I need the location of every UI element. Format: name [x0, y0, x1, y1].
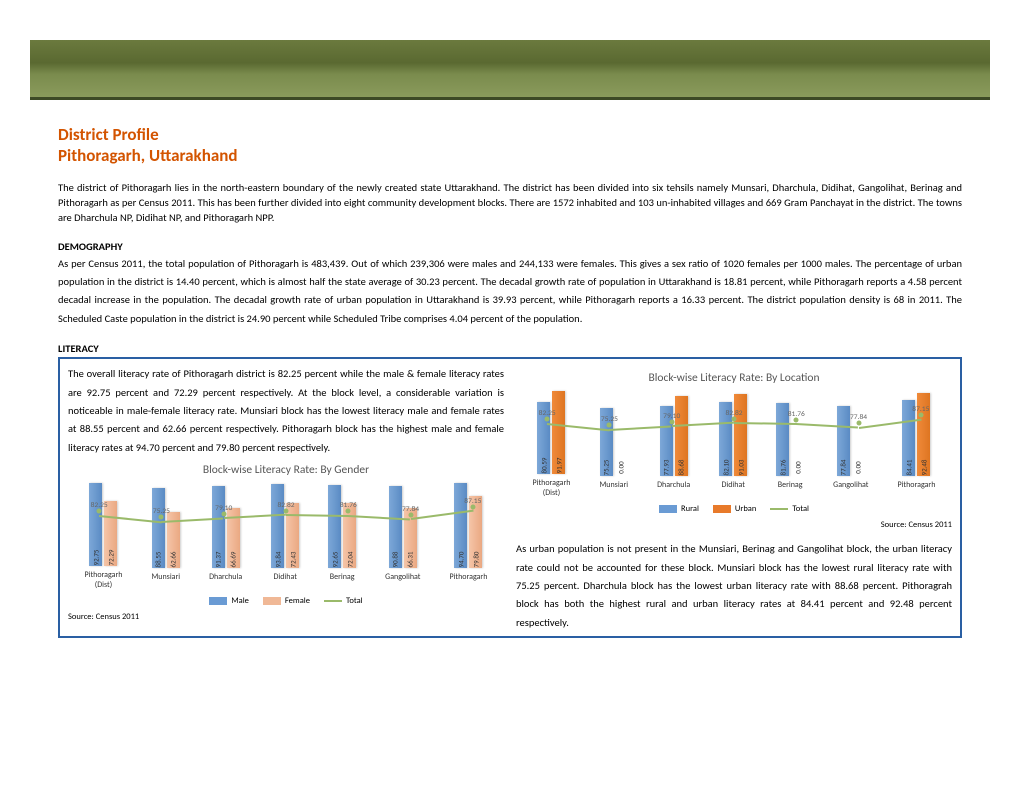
demography-heading: DEMOGRAPHY: [58, 240, 962, 253]
location-chart: Block-wise Literacy Rate: By Location 80…: [516, 371, 952, 530]
literacy-p2: As urban population is not present in th…: [516, 540, 952, 632]
location-legend: Rural Urban Total: [516, 504, 952, 514]
literacy-p1: The overall literacy rate of Pithoragarh…: [68, 365, 504, 457]
source-right: Source: Census 2011: [516, 520, 952, 530]
source-left: Source: Census 2011: [68, 612, 504, 622]
gender-legend: Male Female Total: [68, 596, 504, 606]
gender-chart-title: Block-wise Literacy Rate: By Gender: [68, 463, 504, 477]
literacy-heading: LITERACY: [58, 342, 962, 355]
intro-text: The district of Pithoragarh lies in the …: [58, 180, 962, 226]
demography-text: As per Census 2011, the total population…: [58, 255, 962, 329]
page-title-1: District Profile: [58, 124, 962, 145]
literacy-panel: The overall literacy rate of Pithoragarh…: [58, 357, 962, 638]
header-banner: [30, 40, 990, 100]
page-title-2: Pithoragarh, Uttarakhand: [58, 145, 962, 166]
gender-chart: Block-wise Literacy Rate: By Gender 92.7…: [68, 463, 504, 606]
location-chart-title: Block-wise Literacy Rate: By Location: [516, 371, 952, 385]
